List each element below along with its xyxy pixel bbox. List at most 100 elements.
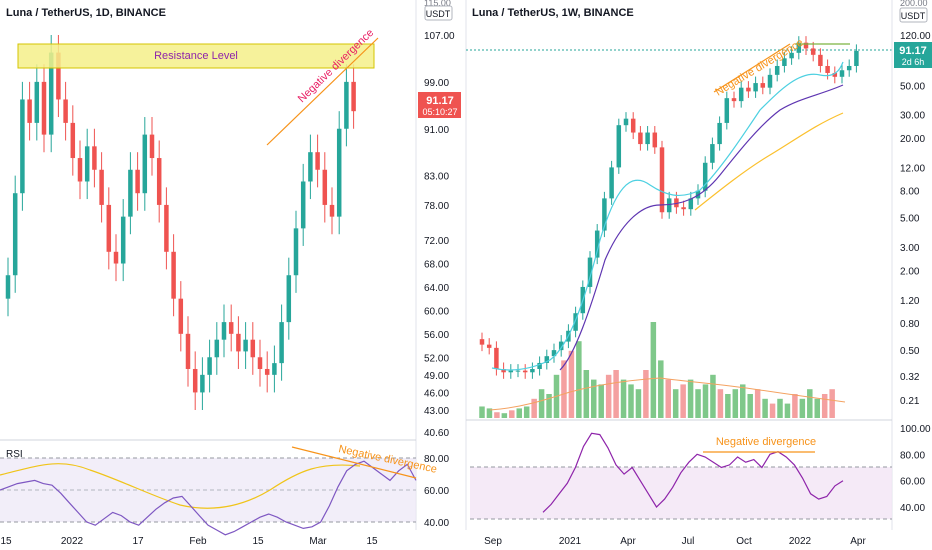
right-volume-bar <box>650 322 657 418</box>
right-time-label: 2022 <box>789 536 812 547</box>
left-rsi-divergence-line[interactable] <box>291 446 417 479</box>
right-rsi-line <box>542 432 844 513</box>
left-rsi-line <box>0 460 417 536</box>
right-divergence-line[interactable] <box>713 43 791 93</box>
right-volume-bar <box>546 394 552 418</box>
right-candle-body <box>573 313 578 331</box>
right-price-tick: 0.80 <box>900 319 920 330</box>
left-candle-body <box>20 99 25 194</box>
left-time-label: 15 <box>0 536 12 547</box>
left-candle-body <box>236 333 241 352</box>
right-candle-body <box>681 207 686 210</box>
left-price-tick: 72.00 <box>424 236 449 247</box>
left-candle-body <box>192 368 198 393</box>
right-volume-bar <box>620 379 627 418</box>
right-volume-bar <box>710 374 716 418</box>
right-volume-bar <box>523 406 530 418</box>
right-time-label: Sep <box>484 536 502 547</box>
left-price-tick: 91.00 <box>424 125 449 136</box>
left-rsi-tick: 80.00 <box>424 454 449 465</box>
right-rsi-band <box>470 467 892 519</box>
left-resistance-zone[interactable] <box>17 43 375 69</box>
right-volume-bar <box>583 370 590 418</box>
right-volume-bar <box>672 389 679 418</box>
left-candle-body <box>264 368 270 375</box>
right-volume-bar <box>605 374 612 418</box>
left-price-axis: 43.00 46.00 49.00 52.00 56.00 60.00 64.00 68.00… <box>424 0 455 439</box>
left-candle-body <box>351 81 356 112</box>
right-volume-ma-line <box>489 377 846 411</box>
right-price-tick: 2.00 <box>900 266 920 277</box>
right-candle-body <box>710 144 715 163</box>
right-price-tick: 0.32 <box>900 372 920 383</box>
right-price-tick: 20.00 <box>900 134 925 145</box>
right-candle-body <box>623 118 629 126</box>
left-candle-body <box>279 322 284 364</box>
left-candle-body <box>63 99 68 123</box>
left-candle-body <box>308 152 313 182</box>
right-candle-body <box>767 74 773 88</box>
right-price-tick: 5.00 <box>900 214 920 225</box>
left-time-label: 15 <box>366 536 378 547</box>
left-candle-body <box>214 339 220 358</box>
left-rsi-ma-line <box>0 463 361 509</box>
right-candle-body <box>731 98 737 102</box>
right-candle-body <box>551 350 557 357</box>
left-divergence-line[interactable] <box>266 37 379 146</box>
left-candle-body <box>77 158 83 182</box>
right-volume-bar <box>695 389 701 418</box>
right-volume-bar <box>769 403 776 418</box>
right-candle-body <box>796 42 802 53</box>
right-candle-body <box>674 198 679 208</box>
left-last-price-badge <box>418 92 461 118</box>
right-price-tick: 12.00 <box>900 163 925 174</box>
right-candle-body <box>530 369 535 373</box>
right-candle-body <box>746 87 751 92</box>
left-candle-body <box>106 204 112 252</box>
right-volume-bar <box>568 350 575 418</box>
left-candle-body <box>92 146 97 170</box>
left-candle-body <box>142 134 148 194</box>
left-candle-body <box>344 81 349 129</box>
right-volume-bar <box>591 379 597 418</box>
right-candle-body <box>609 167 614 199</box>
right-price-tick-cut: 200.00 <box>900 0 928 8</box>
left-candle-body <box>185 333 191 369</box>
left-candle-body <box>178 298 184 334</box>
right-rsi-axis: 40.00 60.00 80.00 100.00 <box>900 424 931 514</box>
left-rsi-tick: 40.00 <box>424 518 449 529</box>
right-volume-bar <box>479 406 485 418</box>
right-candle-body <box>688 198 694 210</box>
right-candle-body <box>594 230 600 258</box>
left-price-tick: 68.00 <box>424 260 449 271</box>
right-volume-bar <box>732 389 739 418</box>
right-candle-body <box>508 370 514 373</box>
left-candle-body <box>149 134 155 159</box>
right-ema-mid-line <box>559 84 844 371</box>
right-volume-bar <box>486 408 493 418</box>
left-candle-body <box>135 169 140 194</box>
right-volume-bar <box>680 384 686 418</box>
right-rsi-divergence-label: Negative divergence <box>716 436 816 448</box>
right-time-label: 2021 <box>559 536 582 547</box>
right-candle-body <box>630 118 636 133</box>
right-candle-body <box>832 72 838 77</box>
right-candle-body <box>803 42 809 49</box>
right-last-price-countdown: 2d 6h <box>902 57 925 67</box>
left-price-tick: 46.00 <box>424 388 449 399</box>
left-candle-body <box>228 322 234 334</box>
left-candle-body <box>12 193 18 276</box>
left-candle-body <box>171 251 176 299</box>
right-candle-body <box>645 132 650 145</box>
right-rsi-tick: 60.00 <box>900 477 925 488</box>
left-candle-body <box>293 228 299 276</box>
left-candle-body <box>34 81 40 123</box>
left-time-label: 15 <box>252 536 264 547</box>
right-volume-bar <box>509 410 515 418</box>
left-price-tick: 64.00 <box>424 283 449 294</box>
right-volume-bar <box>665 379 671 418</box>
right-price-tick: 30.00 <box>900 111 925 122</box>
right-volume-bar <box>725 394 731 418</box>
left-candle-body <box>336 128 342 217</box>
